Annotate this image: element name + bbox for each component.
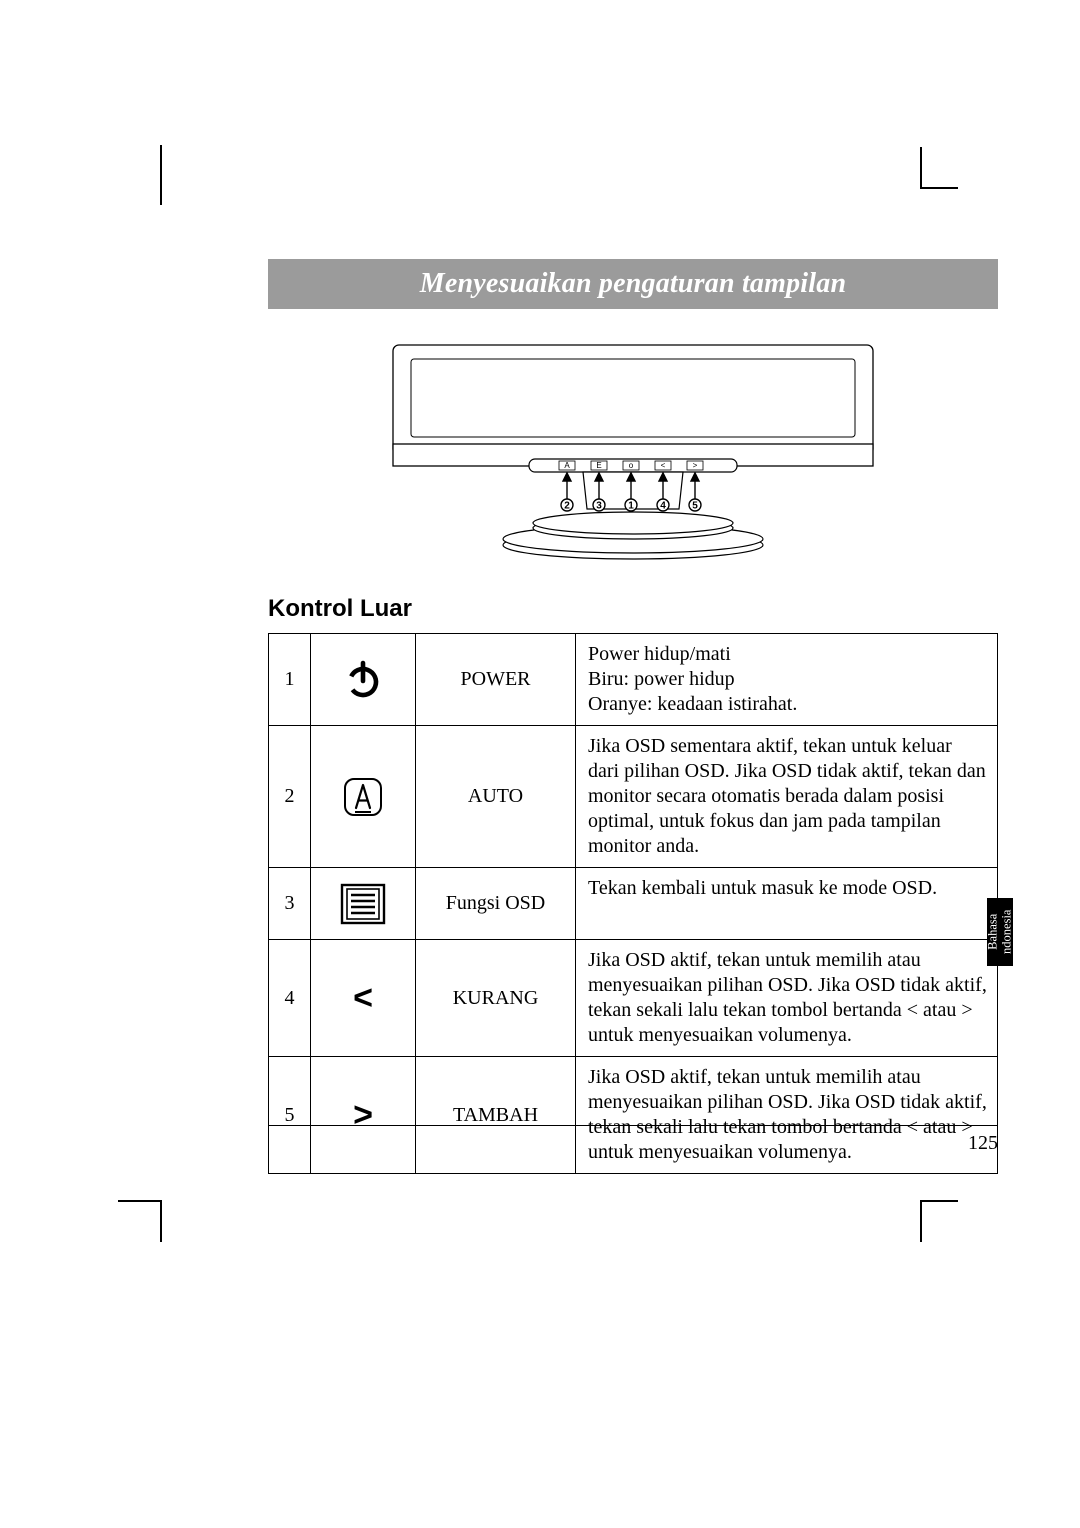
- svg-text:>: >: [693, 461, 698, 470]
- crop-mark: [920, 1200, 922, 1242]
- diagram-arrow: 2: [561, 473, 573, 512]
- menu-icon: [311, 868, 416, 940]
- control-name: KURANG: [416, 940, 576, 1057]
- language-tab-line2: ndonesia: [999, 910, 1013, 954]
- control-description: Jika OSD aktif, tekan untuk memilih atau…: [576, 940, 998, 1057]
- control-name: Fungsi OSD: [416, 868, 576, 940]
- diagram-arrow: 5: [689, 473, 701, 512]
- less-than-icon: <: [311, 940, 416, 1057]
- table-row: 5 > TAMBAH Jika OSD aktif, tekan untuk m…: [269, 1057, 998, 1174]
- crop-mark: [920, 187, 958, 189]
- table-row: 4 < KURANG Jika OSD aktif, tekan untuk m…: [269, 940, 998, 1057]
- svg-text:E: E: [596, 461, 601, 470]
- svg-text:2: 2: [564, 501, 570, 512]
- table-row: 1 POWER Power hidup/mati Biru: power hid…: [269, 634, 998, 726]
- svg-text:1: 1: [628, 501, 634, 512]
- row-number: 2: [269, 726, 311, 868]
- monitor-illustration: A E o < >: [383, 339, 883, 569]
- table-row: 2 AUTO Jika OSD sementara aktif, tekan u…: [269, 726, 998, 868]
- crop-mark: [160, 145, 162, 205]
- control-description: Power hidup/mati Biru: power hidup Orany…: [576, 634, 998, 726]
- control-description: Jika OSD sementara aktif, tekan untuk ke…: [576, 726, 998, 868]
- footer-rule: [268, 1125, 998, 1126]
- row-number: 4: [269, 940, 311, 1057]
- monitor-diagram: A E o < >: [268, 339, 998, 569]
- row-number: 3: [269, 868, 311, 940]
- page-number: 125: [968, 1132, 998, 1155]
- row-number: 5: [269, 1057, 311, 1174]
- control-description: Tekan kembali untuk masuk ke mode OSD.: [576, 868, 998, 940]
- monitor-button: A: [559, 461, 575, 470]
- svg-text:A: A: [564, 461, 570, 470]
- control-name: POWER: [416, 634, 576, 726]
- subsection-heading: Kontrol Luar: [268, 595, 998, 623]
- language-tab: Bahasa ndonesia: [987, 898, 1013, 966]
- crop-mark: [920, 1200, 958, 1202]
- svg-text:3: 3: [596, 501, 602, 512]
- language-tab-line1: Bahasa: [985, 914, 999, 950]
- greater-than-icon: >: [311, 1057, 416, 1174]
- svg-text:o: o: [629, 461, 634, 470]
- section-title-bar: Menyesuaikan pengaturan tampilan: [268, 259, 998, 309]
- table-row: 3 Fungsi OSD Tekan kembali u: [269, 868, 998, 940]
- svg-text:<: <: [661, 461, 666, 470]
- document-page: Menyesuaikan pengaturan tampilan A: [0, 0, 1080, 1528]
- control-name: AUTO: [416, 726, 576, 868]
- svg-text:4: 4: [660, 501, 666, 512]
- auto-icon: [311, 726, 416, 868]
- row-number: 1: [269, 634, 311, 726]
- controls-table: 1 POWER Power hidup/mati Biru: power hid…: [268, 633, 998, 1174]
- control-description: Jika OSD aktif, tekan untuk memilih atau…: [576, 1057, 998, 1174]
- control-name: TAMBAH: [416, 1057, 576, 1174]
- crop-mark: [160, 1200, 162, 1242]
- crop-mark: [118, 1200, 160, 1202]
- monitor-button: o: [623, 461, 639, 470]
- crop-mark: [920, 147, 922, 187]
- monitor-button: E: [591, 461, 607, 470]
- power-icon: [311, 634, 416, 726]
- section-title: Menyesuaikan pengaturan tampilan: [420, 268, 846, 300]
- monitor-button: <: [655, 461, 671, 470]
- monitor-button: >: [687, 461, 703, 470]
- svg-text:5: 5: [692, 501, 698, 512]
- page-content: Menyesuaikan pengaturan tampilan A: [268, 259, 998, 1174]
